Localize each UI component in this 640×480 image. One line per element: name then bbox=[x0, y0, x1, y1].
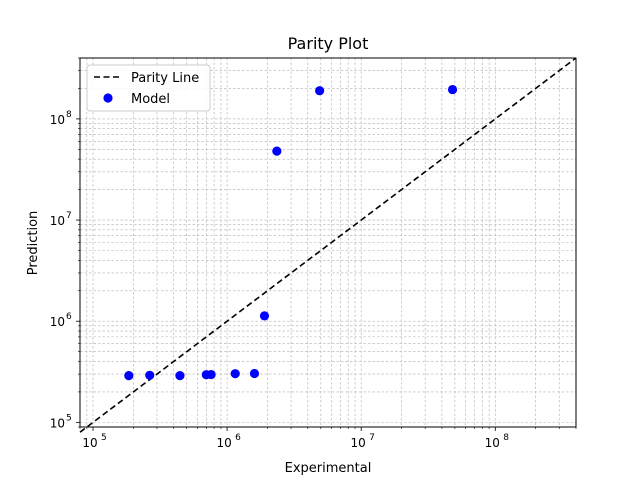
y-tick-exponent: 6 bbox=[66, 312, 72, 322]
model-point bbox=[259, 311, 270, 321]
model-point bbox=[272, 146, 282, 156]
y-tick-base: 10 bbox=[50, 416, 65, 430]
x-tick-base: 10 bbox=[216, 436, 231, 450]
axis-ticks: 10 5 10 6 10 7 10 810 510 610 710 8 bbox=[50, 57, 577, 450]
x-axis-label: Experimental bbox=[285, 461, 372, 476]
legend-item: Parity Line bbox=[94, 71, 199, 86]
x-tick-exponent: 8 bbox=[503, 433, 509, 443]
y-axis-label: Prediction bbox=[26, 211, 41, 276]
legend: Parity Line Model bbox=[86, 64, 211, 112]
y-tick-label: 10 7 bbox=[50, 211, 72, 228]
y-tick-exponent: 8 bbox=[66, 110, 72, 120]
x-tick-base: 10 bbox=[485, 436, 500, 450]
y-tick-label: 10 6 bbox=[50, 312, 72, 329]
legend-label: Parity Line bbox=[131, 71, 199, 86]
x-tick-label: 10 8 bbox=[485, 433, 510, 450]
x-tick-exponent: 7 bbox=[369, 433, 375, 443]
parity-line bbox=[79, 57, 577, 433]
legend-marker-swatch bbox=[103, 93, 113, 103]
x-tick-exponent: 5 bbox=[101, 433, 107, 443]
model-point bbox=[124, 370, 134, 381]
legend-label: Model bbox=[131, 92, 170, 107]
x-tick-label: 10 7 bbox=[351, 433, 375, 450]
model-point bbox=[447, 84, 458, 95]
legend-item: Model bbox=[103, 92, 170, 107]
y-tick-label: 10 8 bbox=[50, 110, 72, 127]
model-point bbox=[175, 370, 185, 381]
y-tick-exponent: 5 bbox=[66, 413, 72, 423]
y-tick-base: 10 bbox=[50, 315, 65, 329]
model-point bbox=[315, 86, 325, 96]
x-tick-label: 10 6 bbox=[216, 433, 241, 450]
x-tick-base: 10 bbox=[82, 436, 97, 450]
chart-title: Parity Plot bbox=[288, 34, 369, 53]
model-point bbox=[230, 369, 240, 379]
y-tick-label: 10 5 bbox=[50, 413, 72, 430]
series-layer bbox=[79, 57, 577, 433]
x-tick-label: 10 5 bbox=[82, 433, 106, 450]
y-tick-base: 10 bbox=[50, 214, 65, 228]
model-point bbox=[145, 370, 155, 380]
y-tick-exponent: 7 bbox=[66, 211, 72, 221]
model-point bbox=[206, 369, 216, 380]
x-tick-exponent: 6 bbox=[235, 433, 241, 443]
y-tick-base: 10 bbox=[50, 113, 65, 127]
x-tick-base: 10 bbox=[351, 436, 366, 450]
model-point bbox=[249, 368, 260, 379]
